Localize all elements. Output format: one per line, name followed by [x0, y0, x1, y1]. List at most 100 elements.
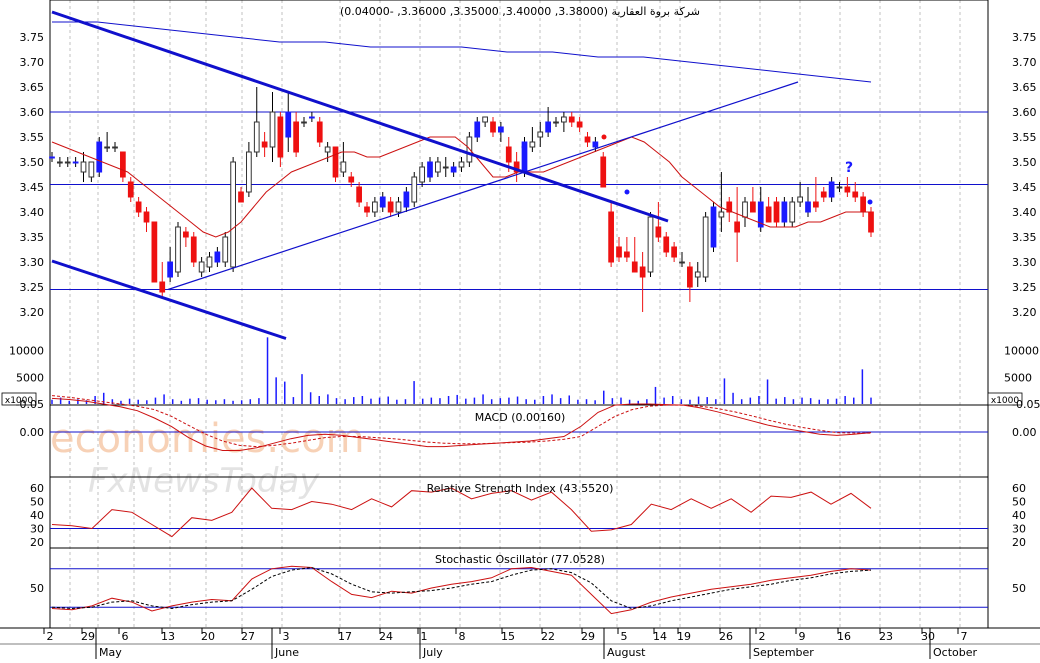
- rsi-tick-label-left: 20: [30, 536, 44, 549]
- candle-body: [356, 186, 362, 203]
- candle-body: [616, 246, 622, 258]
- candle-body: [348, 176, 355, 183]
- x-day-label: 17: [338, 630, 352, 643]
- candle-body: [309, 116, 315, 119]
- candle-body: [88, 161, 95, 178]
- candle-body: [143, 211, 150, 223]
- macd-signal-line: [51, 395, 871, 448]
- candle-body: [419, 166, 425, 183]
- macd-tick-label-right: 0.00: [1012, 426, 1037, 439]
- candle-body: [57, 161, 63, 164]
- candle-body: [364, 206, 370, 213]
- macd-tick-label-left: -0.05: [16, 398, 44, 411]
- moving-average-red-line: [51, 136, 871, 238]
- candle-body: [269, 111, 276, 148]
- candle-body: [332, 146, 339, 178]
- rsi-tick-label-left: 40: [30, 509, 44, 522]
- candle-body: [112, 146, 118, 149]
- candle-body: [702, 216, 709, 278]
- candle-body: [435, 161, 441, 173]
- x-day-label: 29: [581, 630, 595, 643]
- x-day-label: 7: [961, 630, 968, 643]
- signal-dot-blue: [521, 144, 527, 150]
- panel-frames: [49, 0, 989, 629]
- candle-body: [844, 186, 851, 193]
- rsi-title: Relative Strength Index (43.5520): [427, 482, 614, 495]
- x-month-label: September: [753, 646, 814, 659]
- candle-body: [301, 121, 307, 124]
- x-month-label: August: [607, 646, 646, 659]
- price-tick-label-left: 3.75: [20, 31, 45, 44]
- candle-body: [151, 221, 158, 283]
- candle-body: [387, 201, 394, 213]
- candle-body: [403, 191, 410, 208]
- candle-body: [498, 126, 504, 133]
- candle-body: [836, 186, 843, 189]
- candle-body: [135, 201, 142, 213]
- moving-average-blue-line: [52, 21, 872, 83]
- candle-body: [64, 161, 71, 164]
- candle-body: [411, 176, 418, 203]
- price-panel: [49, 10, 988, 340]
- candle-body: [852, 191, 859, 198]
- candle-body: [379, 196, 386, 208]
- candle-body: [253, 121, 260, 153]
- candle-body: [813, 201, 819, 208]
- candle-body: [277, 116, 284, 158]
- x-day-label: 6: [122, 630, 129, 643]
- candle-body: [639, 266, 646, 278]
- candle-body: [765, 206, 772, 223]
- x-day-label: 26: [719, 630, 733, 643]
- rsi-tick-label-left: 50: [30, 496, 44, 509]
- candle-body: [868, 211, 874, 233]
- rsi-tick-label-right: 60: [1012, 482, 1026, 495]
- candle-body: [757, 201, 764, 228]
- price-tick-label-left: 3.70: [20, 56, 45, 69]
- price-tick-label-left: 3.25: [20, 281, 45, 294]
- price-tick-label-right: 3.75: [1012, 31, 1037, 44]
- axis-group: 3.75 3.75 3.70 3.70 3.65 3.65 3.60 3.60 3.55 3.55…: [0, 31, 1040, 659]
- question-annotation: ?: [845, 160, 853, 176]
- panel-frame: [49, 0, 989, 406]
- candle-body: [750, 201, 756, 213]
- macd-title: MACD (0.00160): [475, 411, 566, 424]
- stoch-tick-label-left: 50: [30, 582, 44, 595]
- rsi-tick-label-right: 20: [1012, 536, 1026, 549]
- candle-body: [293, 121, 299, 153]
- trendline-rising: [167, 81, 799, 291]
- candle-body: [206, 256, 213, 268]
- candle-body: [608, 211, 614, 263]
- x-day-label: 8: [459, 630, 466, 643]
- candle-body: [679, 261, 685, 264]
- candle-body: [663, 236, 670, 253]
- x-day-label: 3: [283, 630, 290, 643]
- candle-body: [505, 146, 512, 163]
- x-day-label: 23: [879, 630, 893, 643]
- signal-dot-blue: [624, 189, 630, 195]
- candle-body: [773, 201, 780, 223]
- candle-body: [214, 251, 221, 263]
- chart-title: شركة بروة العقارية (3.38000, 3.40000, 3.…: [340, 5, 700, 18]
- candle-body: [246, 151, 252, 193]
- candle-body: [474, 121, 481, 138]
- candle-body: [80, 161, 87, 173]
- x-month-label: October: [933, 646, 977, 659]
- watermark-fxnewstoday: FxNewsToday: [88, 461, 320, 501]
- price-tick-label-left: 3.60: [20, 106, 45, 119]
- candle-body: [568, 116, 575, 123]
- signal-dot-blue: [867, 199, 873, 205]
- candle-body: [537, 131, 544, 138]
- price-tick-label-left: 3.45: [20, 181, 45, 194]
- x-day-label: 2: [759, 630, 766, 643]
- rsi-tick-label-right: 50: [1012, 496, 1026, 509]
- candle-body: [316, 121, 323, 143]
- candle-body: [726, 201, 733, 213]
- candle-body: [734, 221, 740, 233]
- x-day-label: 27: [241, 630, 255, 643]
- rsi-tick-label-left: 60: [30, 482, 44, 495]
- candle-body: [167, 261, 173, 278]
- price-tick-label-left: 3.35: [20, 231, 45, 244]
- price-tick-label-right: 3.40: [1012, 206, 1037, 219]
- candle-body: [183, 231, 189, 238]
- price-tick-label-left: 3.20: [20, 306, 45, 319]
